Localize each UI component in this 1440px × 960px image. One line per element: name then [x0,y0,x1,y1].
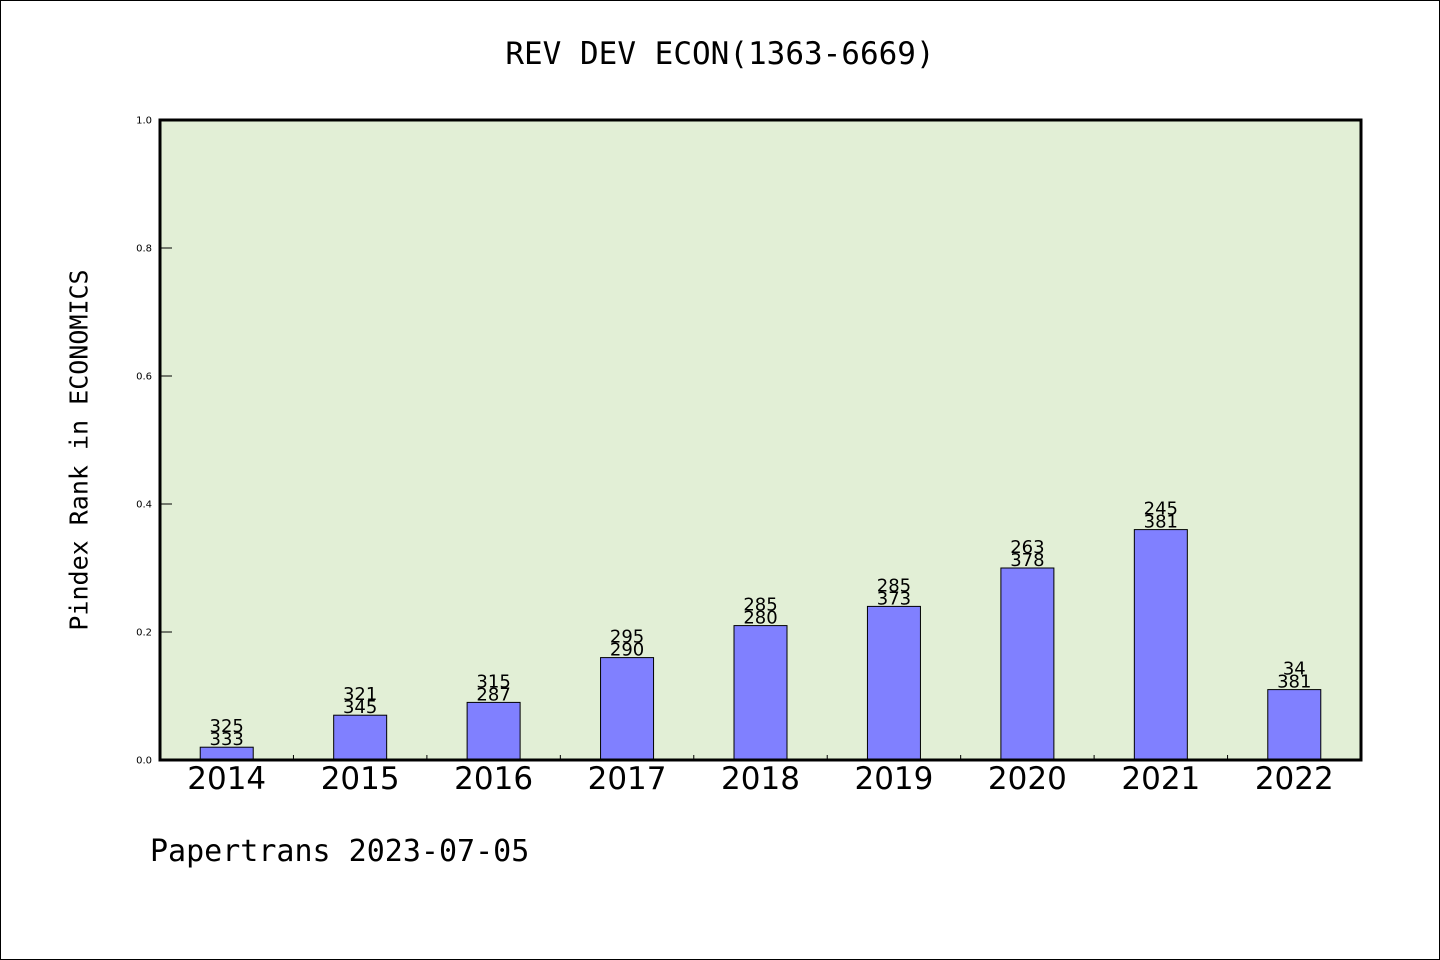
data-label-top: 285 [743,595,777,616]
bar [1133,529,1188,761]
y-tick-label: 0.6 [136,372,152,383]
x-tick-label: 2020 [988,761,1067,797]
data-label-bottom: 381 [1277,672,1311,693]
bar [866,605,921,761]
x-tick-label: 2018 [721,761,800,797]
data-label-top: 263 [1010,537,1044,558]
bar [1267,689,1322,761]
x-tick-label: 2021 [1121,761,1200,797]
y-tick-label: 0.0 [136,756,152,767]
data-label-top: 325 [210,716,244,737]
bars [199,529,1322,761]
chart-title: REV DEV ECON(1363-6669) [505,36,935,72]
data-label-top: 295 [610,627,644,648]
bar [733,625,788,761]
data-label-bottom: 280 [743,608,777,629]
y-tick-label: 0.8 [136,244,152,255]
data-label-top: 321 [343,684,377,705]
plot-border [158,118,1363,762]
bar [466,701,521,761]
data-label-bottom: 381 [1144,512,1178,533]
footer-credit: Papertrans 2023-07-05 [150,834,530,869]
data-label-bottom: 373 [877,588,911,609]
y-tick-label: 0.2 [136,628,152,639]
data-label-bottom: 378 [1010,550,1044,571]
x-tick-label: 2015 [321,761,400,797]
y-tick-label: 0.4 [136,500,152,511]
data-label-top: 245 [1144,499,1178,520]
data-label-bottom: 290 [610,640,644,661]
x-tick-label: 2014 [187,761,266,797]
bar [600,657,655,761]
x-tick-label: 2016 [454,761,533,797]
x-axis-ticks: 2014 2015 2016 2017 2018 2019 2020 2021 2022 [187,755,1334,797]
data-label-top: 34 [1283,659,1306,680]
data-label-top: 285 [877,575,911,596]
y-tick-label: 1.0 [136,116,152,127]
bar [333,714,388,761]
x-tick-label: 2017 [588,761,667,797]
x-tick-label: 2019 [854,761,933,797]
x-tick-label: 2022 [1255,761,1334,797]
data-label-top: 315 [476,671,510,692]
data-label-bottom: 345 [343,697,377,718]
data-label-bottom: 287 [476,684,510,705]
bar [1000,567,1055,761]
data-label-bottom: 333 [210,729,244,750]
